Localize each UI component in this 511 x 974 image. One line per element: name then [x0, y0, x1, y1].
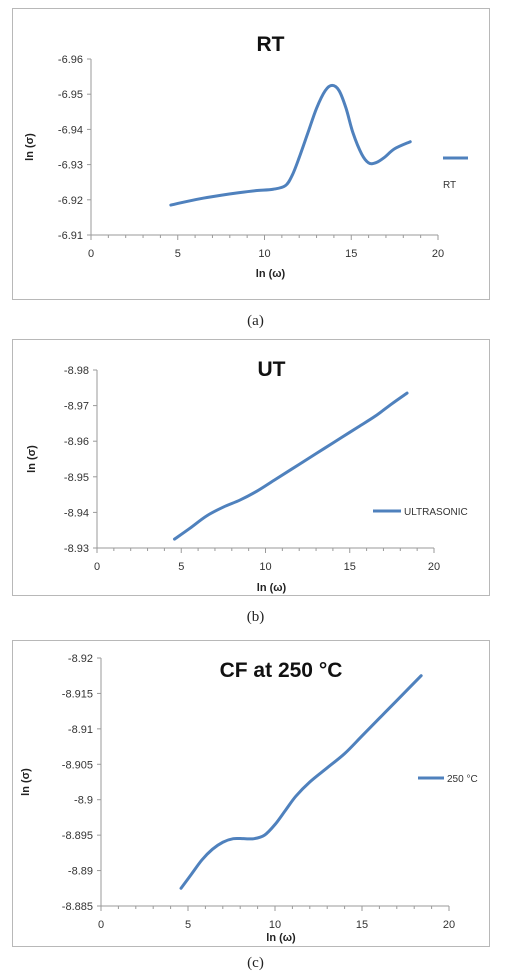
x-tick-label: 10: [269, 919, 281, 931]
y-tick-label: -8.89: [68, 866, 93, 878]
caption-c: (c): [247, 955, 264, 971]
x-tick-label: 15: [344, 561, 356, 573]
legend-label: RT: [443, 180, 456, 191]
chart-frame-b: UT -8.93 -8.94 -8.95 -8.96 -8.97 -8.98 0 5 10 15 20…: [12, 339, 490, 596]
x-axis-label: ln (ω): [256, 268, 286, 280]
y-tick-label: -8.885: [62, 901, 93, 913]
y-tick-label: -6.96: [58, 54, 83, 66]
series-line: [169, 83, 412, 207]
y-tick-label: -8.9: [74, 795, 93, 807]
y-tick-label: -8.97: [64, 401, 89, 413]
y-axis-label: ln (σ): [24, 133, 36, 161]
x-tick-label: 5: [178, 561, 184, 573]
y-tick-label: -8.93: [64, 543, 89, 555]
y-tick-label: -6.92: [58, 195, 83, 207]
caption-b: (b): [246, 609, 265, 625]
y-tick-label: -8.95: [64, 472, 89, 484]
x-axis-label: ln (ω): [257, 582, 287, 594]
chart-title: CF at 250 °C: [220, 659, 343, 682]
x-tick-label: 5: [175, 248, 181, 260]
x-tick-label: 15: [356, 919, 368, 931]
chart-title: UT: [258, 358, 286, 381]
y-tick-label: -8.91: [68, 724, 93, 736]
x-tick-label: 20: [443, 919, 455, 931]
y-axis-label: ln (σ): [26, 445, 38, 473]
x-tick-label: 20: [428, 561, 440, 573]
legend-label: ULTRASONIC: [404, 507, 468, 518]
y-tick-label: -8.915: [62, 688, 93, 700]
x-tick-label: 0: [94, 561, 100, 573]
y-tick-label: -8.94: [64, 507, 89, 519]
x-axis-label: ln (ω): [266, 932, 296, 944]
chart-frame-a: RT -6.91 -6.92 -6.93 -6.94 -6.95 -6.96 0 5 10 15 20…: [12, 8, 490, 300]
x-tick-label: 10: [259, 561, 271, 573]
x-tick-label: 0: [88, 248, 94, 260]
caption-a: (a): [247, 313, 264, 329]
x-tick-label: 10: [258, 248, 270, 260]
series-line: [179, 674, 423, 890]
chart-svg-b: UT -8.93 -8.94 -8.95 -8.96 -8.97 -8.98 0 5 10 15 20…: [26, 358, 468, 594]
y-tick-label: -8.905: [62, 759, 93, 771]
y-tick-label: -8.92: [68, 653, 93, 665]
y-axis-label: ln (σ): [20, 768, 32, 796]
x-tick-label: 20: [432, 248, 444, 260]
series-line: [173, 391, 409, 541]
x-tick-label: 5: [185, 919, 191, 931]
x-tick-label: 15: [345, 248, 357, 260]
y-tick-label: -6.93: [58, 160, 83, 172]
y-tick-label: -6.91: [58, 230, 83, 242]
chart-title: RT: [257, 33, 285, 56]
x-tick-label: 0: [98, 919, 104, 931]
chart-svg-a: RT -6.91 -6.92 -6.93 -6.94 -6.95 -6.96 0 5 10 15 20…: [24, 33, 468, 280]
y-tick-label: -8.96: [64, 436, 89, 448]
y-tick-label: -8.98: [64, 365, 89, 377]
chart-frame-c: CF at 250 °C -8.885 -8.89 -8.895 -8.9 -8.905 -…: [12, 640, 490, 947]
y-tick-label: -8.895: [62, 830, 93, 842]
y-tick-label: -6.95: [58, 89, 83, 101]
chart-svg-c: CF at 250 °C -8.885 -8.89 -8.895 -8.9 -8.905 -…: [20, 653, 478, 944]
legend-label: 250 °C: [447, 774, 478, 785]
y-tick-label: -6.94: [58, 124, 83, 136]
